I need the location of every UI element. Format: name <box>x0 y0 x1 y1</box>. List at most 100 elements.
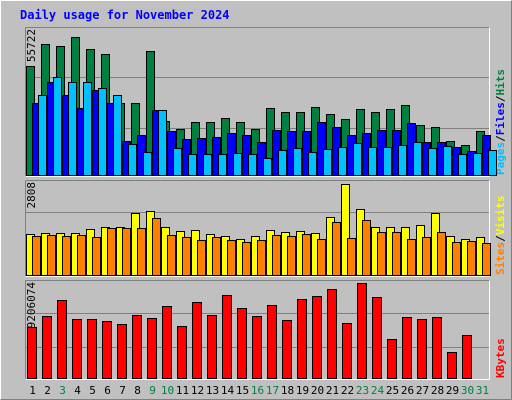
bar-pages-day-3 <box>68 82 77 176</box>
bar-sites-day-31 <box>482 243 491 276</box>
x-label-day-9: 9 <box>149 384 156 397</box>
bar-pages-day-31 <box>488 150 497 176</box>
y-max-label: 55722 <box>25 29 38 62</box>
bar-pages-day-30 <box>473 153 482 176</box>
x-label-day-18: 18 <box>281 384 294 397</box>
bar-kbytes-day-5 <box>87 319 97 379</box>
bar-kbytes-day-15 <box>237 308 247 379</box>
bar-sites-day-27 <box>422 237 431 276</box>
bar-pages-day-29 <box>458 154 467 176</box>
x-label-day-5: 5 <box>89 384 96 397</box>
bar-kbytes-day-9 <box>147 318 157 379</box>
x-label-day-20: 20 <box>311 384 324 397</box>
x-label-day-1: 1 <box>29 384 36 397</box>
bar-sites-day-7 <box>122 228 131 276</box>
bar-sites-day-18 <box>287 236 296 276</box>
bar-pages-day-6 <box>113 95 122 176</box>
bar-pages-day-12 <box>203 154 212 176</box>
bar-pages-day-20 <box>323 149 332 176</box>
x-label-day-26: 26 <box>401 384 414 397</box>
bar-kbytes-day-16 <box>252 316 262 379</box>
chart-title: Daily usage for November 2024 <box>20 8 230 22</box>
bar-pages-day-9 <box>158 110 167 176</box>
y-max-label: 9206074 <box>25 282 38 329</box>
bar-kbytes-day-19 <box>297 299 307 379</box>
bar-sites-day-10 <box>167 235 176 276</box>
x-label-day-28: 28 <box>431 384 444 397</box>
x-label-day-7: 7 <box>119 384 126 397</box>
bar-pages-day-4 <box>83 82 92 176</box>
bar-kbytes-day-22 <box>342 323 352 379</box>
bar-pages-day-15 <box>248 154 257 176</box>
y-legend-label: KBytes <box>494 338 507 378</box>
bar-kbytes-day-20 <box>312 296 322 379</box>
bar-pages-day-28 <box>443 146 452 176</box>
bar-pages-day-7 <box>128 144 137 176</box>
bar-kbytes-day-29 <box>447 352 457 379</box>
bar-sites-day-24 <box>377 232 386 276</box>
bar-kbytes-day-23 <box>357 283 367 379</box>
bar-kbytes-day-10 <box>162 306 172 379</box>
bar-sites-day-5 <box>92 237 101 276</box>
bar-kbytes-day-7 <box>117 324 127 379</box>
bar-sites-day-30 <box>467 241 476 276</box>
bar-kbytes-day-1 <box>27 327 37 379</box>
bar-kbytes-day-30 <box>462 335 472 379</box>
bar-pages-day-14 <box>233 153 242 176</box>
bar-sites-day-13 <box>212 237 221 276</box>
x-label-day-3: 3 <box>59 384 66 397</box>
bar-sites-day-6 <box>107 228 116 276</box>
bar-sites-day-9 <box>152 218 161 276</box>
bar-pages-day-13 <box>218 154 227 176</box>
x-label-day-21: 21 <box>326 384 339 397</box>
bar-pages-day-25 <box>398 145 407 176</box>
bar-pages-day-2 <box>53 77 62 176</box>
bar-pages-day-1 <box>38 95 47 176</box>
bar-pages-day-16 <box>263 158 272 176</box>
legend-files: Files <box>494 102 507 135</box>
bar-kbytes-day-27 <box>417 319 427 379</box>
bar-pages-day-19 <box>308 152 317 176</box>
bar-kbytes-day-14 <box>222 295 232 379</box>
legend-separator: / <box>494 95 507 102</box>
bar-sites-day-12 <box>197 240 206 276</box>
x-label-day-22: 22 <box>341 384 354 397</box>
bar-pages-day-22 <box>353 143 362 176</box>
x-label-day-4: 4 <box>74 384 81 397</box>
bar-kbytes-day-6 <box>102 321 112 379</box>
bar-sites-day-8 <box>137 228 146 276</box>
bar-pages-day-10 <box>173 148 182 176</box>
x-label-day-25: 25 <box>386 384 399 397</box>
bar-pages-day-23 <box>368 147 377 176</box>
y-legend-label: Sites/Visits <box>494 196 507 276</box>
bar-sites-day-28 <box>437 232 446 276</box>
bar-sites-day-4 <box>77 235 86 276</box>
x-label-day-29: 29 <box>446 384 459 397</box>
legend-separator: / <box>494 235 507 242</box>
x-label-day-8: 8 <box>134 384 141 397</box>
panel-visits-sites: 2808 Sites/Visits <box>25 180 507 277</box>
x-label-day-10: 10 <box>161 384 174 397</box>
bar-kbytes-day-21 <box>327 289 337 379</box>
bar-sites-day-16 <box>257 240 266 276</box>
x-label-day-19: 19 <box>296 384 309 397</box>
bar-pages-day-27 <box>428 148 437 176</box>
legend-pages: Pages <box>494 142 507 175</box>
bar-sites-day-17 <box>272 235 281 276</box>
x-label-day-30: 30 <box>461 384 474 397</box>
x-label-day-16: 16 <box>251 384 264 397</box>
bar-sites-day-20 <box>317 239 326 276</box>
x-label-day-24: 24 <box>371 384 385 397</box>
bar-kbytes-day-17 <box>267 305 277 379</box>
bar-kbytes-day-2 <box>42 316 52 379</box>
bar-kbytes-day-25 <box>387 339 397 379</box>
x-label-day-14: 14 <box>221 384 235 397</box>
y-legend-label: Pages/Files/Hits <box>494 69 507 175</box>
bar-kbytes-day-3 <box>57 300 67 379</box>
bar-kbytes-day-26 <box>402 317 412 379</box>
x-label-day-15: 15 <box>236 384 249 397</box>
bar-kbytes-day-13 <box>207 315 217 379</box>
x-label-day-11: 11 <box>176 384 189 397</box>
x-label-day-2: 2 <box>44 384 51 397</box>
legend-kbytes: KBytes <box>494 338 507 378</box>
